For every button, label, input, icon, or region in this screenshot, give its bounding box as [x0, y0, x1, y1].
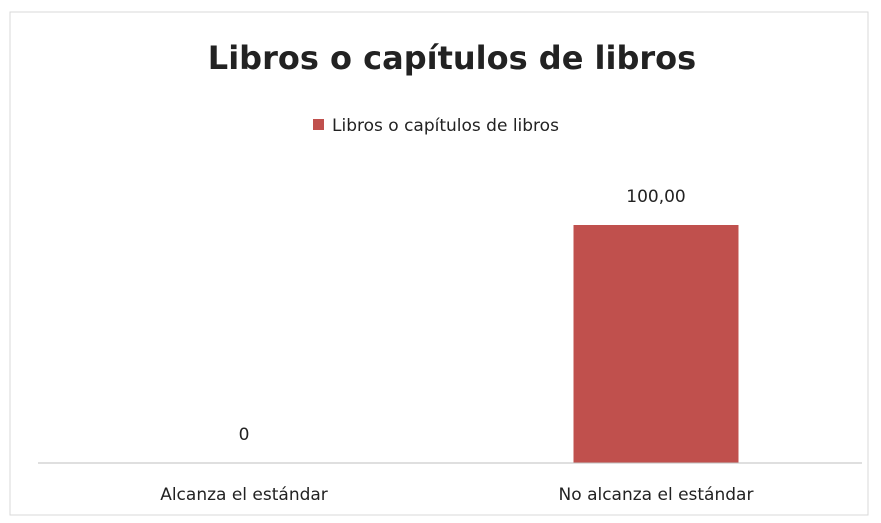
legend-swatch: [313, 119, 324, 130]
chart-title: Libros o capítulos de libros: [208, 39, 696, 77]
data-label: 0: [239, 425, 250, 445]
x-tick-label: Alcanza el estándar: [160, 485, 328, 505]
legend-label: Libros o capítulos de libros: [332, 116, 559, 136]
x-tick-label: No alcanza el estándar: [559, 485, 754, 505]
data-label: 100,00: [626, 187, 685, 207]
bar: [573, 225, 739, 463]
chart-border: [9, 11, 869, 516]
